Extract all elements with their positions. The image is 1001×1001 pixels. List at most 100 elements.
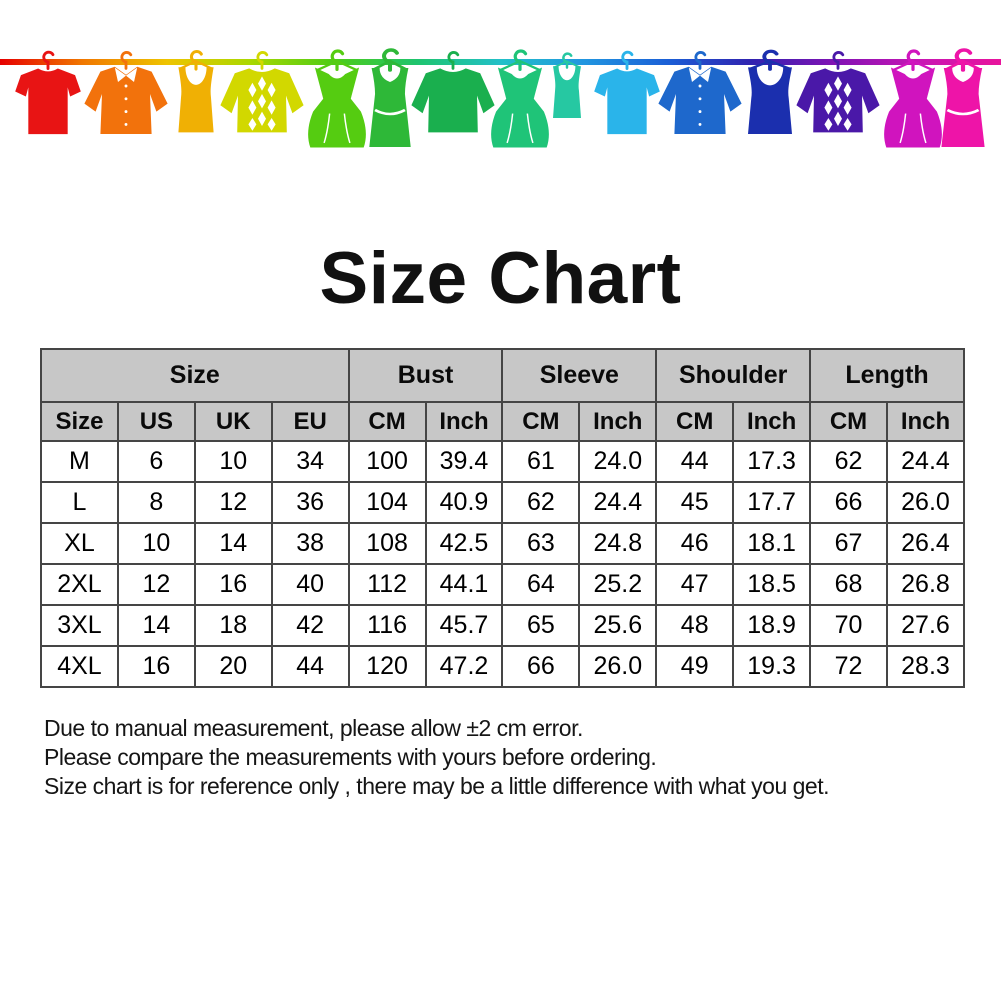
- cell-l-1: 8: [116, 481, 196, 524]
- column-header-5-inch: Inch: [424, 401, 504, 442]
- cell-3xl-3: 42: [270, 604, 350, 647]
- cell-m-0: M: [40, 440, 119, 483]
- cell-3xl-1: 14: [116, 604, 196, 647]
- page-title: Size Chart: [319, 238, 682, 319]
- cell-xl-3: 38: [270, 522, 350, 565]
- cell-m-4: 100: [347, 440, 427, 483]
- cell-4xl-5: 47.2: [424, 645, 504, 688]
- cell-3xl-7: 25.6: [578, 604, 658, 647]
- column-header-9-inch: Inch: [732, 401, 812, 442]
- cell-xl-10: 67: [809, 522, 888, 565]
- column-header-7-inch: Inch: [578, 401, 658, 442]
- cell-4xl-3: 44: [270, 645, 350, 688]
- cell-4xl-9: 19.3: [732, 645, 812, 688]
- cell-xl-6: 63: [501, 522, 581, 565]
- cell-xl-8: 46: [655, 522, 735, 565]
- cell-l-9: 17.7: [732, 481, 812, 524]
- cell-2xl-4: 112: [347, 563, 427, 606]
- column-header-8-cm: CM: [655, 401, 735, 442]
- cell-4xl-2: 20: [193, 645, 273, 688]
- size-row-3xl: 3XL 14 18 42 116 45.7 65 25.6 48 18.9 70 27.6: [40, 604, 966, 647]
- cell-xl-4: 108: [347, 522, 427, 565]
- cell-4xl-7: 26.0: [578, 645, 658, 688]
- cell-l-8: 45: [655, 481, 735, 524]
- size-row-xl: XL 10 14 38 108 42.5 63 24.8 46 18.1 67 26.4: [40, 522, 966, 565]
- cell-4xl-6: 66: [501, 645, 581, 688]
- cell-xl-7: 24.8: [578, 522, 658, 565]
- cell-l-5: 40.9: [424, 481, 504, 524]
- table-head: Size Bust Sleeve Shoulder Length Size US UK EU CM…: [40, 348, 966, 442]
- cell-l-2: 12: [193, 481, 273, 524]
- cell-m-10: 62: [809, 440, 888, 483]
- cell-l-4: 104: [347, 481, 427, 524]
- column-group-length: Length: [809, 348, 965, 403]
- clothesline-rope: [0, 59, 1001, 65]
- size-row-2xl: 2XL 12 16 40 112 44.1 64 25.2 47 18.5 68 26.8: [40, 563, 966, 606]
- cell-4xl-1: 16: [116, 645, 196, 688]
- table-body: M 6 10 34 100 39.4 61 24.0 44 17.3 62 24.4 L 8 12 36 104…: [40, 440, 966, 688]
- cell-2xl-3: 40: [270, 563, 350, 606]
- cell-m-9: 17.3: [732, 440, 812, 483]
- cell-xl-2: 14: [193, 522, 273, 565]
- cell-3xl-0: 3XL: [40, 604, 119, 647]
- cell-xl-1: 10: [116, 522, 196, 565]
- cell-m-11: 24.4: [885, 440, 966, 483]
- measurement-notes: Due to manual measurement, please allow …: [44, 714, 974, 801]
- note-line-3: Size chart is for reference only , there…: [44, 773, 830, 799]
- cell-3xl-2: 18: [193, 604, 273, 647]
- cell-4xl-10: 72: [809, 645, 888, 688]
- column-group-bust: Bust: [347, 348, 504, 403]
- cell-m-6: 61: [501, 440, 581, 483]
- cell-2xl-0: 2XL: [40, 563, 119, 606]
- column-header-6-cm: CM: [501, 401, 581, 442]
- cell-2xl-2: 16: [193, 563, 273, 606]
- size-row-l: L 8 12 36 104 40.9 62 24.4 45 17.7 66 26.0: [40, 481, 966, 524]
- cell-4xl-8: 49: [655, 645, 735, 688]
- garment-lime-dress-icon: [308, 51, 366, 148]
- column-header-3-eu: EU: [270, 401, 350, 442]
- cell-3xl-5: 45.7: [424, 604, 504, 647]
- cell-4xl-0: 4XL: [40, 645, 119, 688]
- cell-xl-5: 42.5: [424, 522, 504, 565]
- cell-xl-9: 18.1: [732, 522, 812, 565]
- garment-teal-dress-icon: [491, 51, 549, 148]
- cell-2xl-1: 12: [116, 563, 196, 606]
- clothesline-banner: [0, 0, 1001, 175]
- size-row-m: M 6 10 34 100 39.4 61 24.0 44 17.3 62 24.4: [40, 440, 966, 483]
- cell-l-7: 24.4: [578, 481, 658, 524]
- cell-2xl-9: 18.5: [732, 563, 812, 606]
- cell-2xl-7: 25.2: [578, 563, 658, 606]
- column-header-10-cm: CM: [809, 401, 888, 442]
- cell-3xl-8: 48: [655, 604, 735, 647]
- column-header-4-cm: CM: [347, 401, 427, 442]
- cell-l-0: L: [40, 481, 119, 524]
- column-group-size: Size: [40, 348, 350, 403]
- cell-m-3: 34: [270, 440, 350, 483]
- column-header-0-size: Size: [40, 401, 119, 442]
- cell-3xl-10: 70: [809, 604, 888, 647]
- cell-3xl-6: 65: [501, 604, 581, 647]
- column-group-shoulder: Shoulder: [655, 348, 812, 403]
- size-row-4xl: 4XL 16 20 44 120 47.2 66 26.0 49 19.3 72 28.3: [40, 645, 966, 688]
- cell-2xl-6: 64: [501, 563, 581, 606]
- cell-2xl-5: 44.1: [424, 563, 504, 606]
- size-chart-table: Size Bust Sleeve Shoulder Length Size US UK EU CM…: [40, 348, 966, 688]
- cell-l-11: 26.0: [885, 481, 966, 524]
- column-header-1-us: US: [116, 401, 196, 442]
- cell-m-5: 39.4: [424, 440, 504, 483]
- cell-3xl-9: 18.9: [732, 604, 812, 647]
- cell-4xl-11: 28.3: [885, 645, 966, 688]
- cell-2xl-11: 26.8: [885, 563, 966, 606]
- garment-magenta-dress-icon: [884, 51, 942, 148]
- cell-3xl-11: 27.6: [885, 604, 966, 647]
- cell-l-10: 66: [809, 481, 888, 524]
- note-line-2: Please compare the measurements with you…: [44, 744, 657, 770]
- cell-m-8: 44: [655, 440, 735, 483]
- cell-m-2: 10: [193, 440, 273, 483]
- column-header-11-inch: Inch: [885, 401, 966, 442]
- cell-l-6: 62: [501, 481, 581, 524]
- cell-2xl-8: 47: [655, 563, 735, 606]
- cell-m-7: 24.0: [578, 440, 658, 483]
- cell-l-3: 36: [270, 481, 350, 524]
- note-line-1: Due to manual measurement, please allow …: [44, 715, 583, 741]
